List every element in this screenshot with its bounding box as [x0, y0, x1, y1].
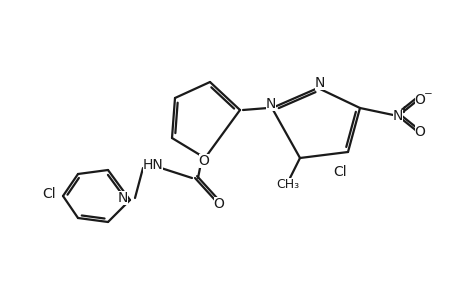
Text: −: − [423, 89, 431, 99]
Text: N: N [265, 97, 275, 111]
Text: O: O [198, 154, 209, 168]
Text: N: N [392, 109, 402, 123]
Text: O: O [414, 125, 425, 139]
Text: CH₃: CH₃ [276, 178, 299, 190]
Text: O: O [213, 197, 224, 211]
Text: Cl: Cl [332, 165, 346, 179]
Text: O: O [414, 93, 425, 107]
Text: +: + [399, 105, 408, 115]
Text: N: N [118, 191, 128, 205]
Text: HN: HN [142, 158, 163, 172]
Text: N: N [314, 76, 325, 90]
Text: Cl: Cl [42, 187, 56, 201]
